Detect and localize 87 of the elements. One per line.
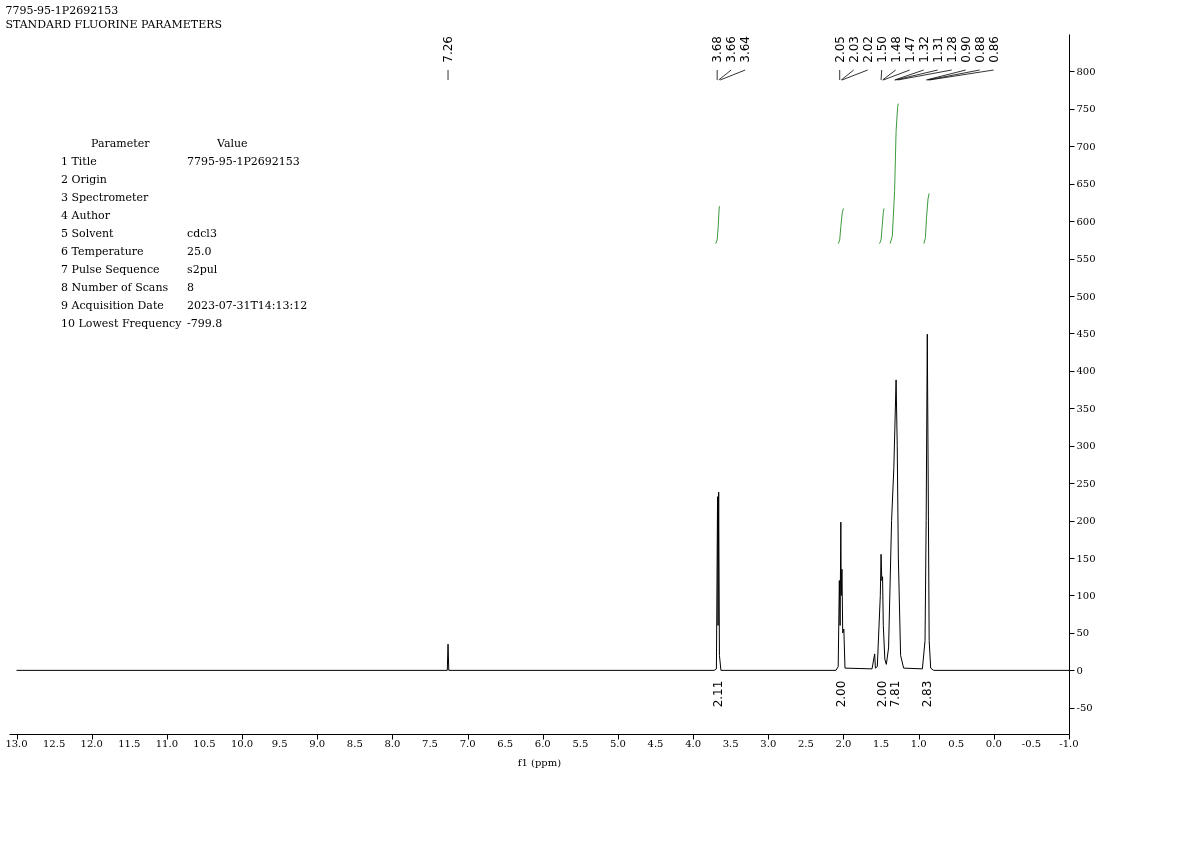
annotation: 2.11 (710, 680, 725, 708)
x-tick-label: 1.0 (910, 738, 927, 749)
text: 5 Solvent cdcl3 (61, 227, 217, 240)
x-tick-label: 0.5 (948, 738, 965, 749)
x-tick-label: 9.0 (309, 738, 326, 749)
annotation: 10 Lowest Frequency -799.8 (61, 317, 223, 330)
x-tick-label: 1.5 (873, 738, 890, 749)
annotation: 2.02 (860, 36, 875, 63)
x-tick-label: 11.0 (155, 738, 179, 749)
x-tick-label: 5.5 (572, 738, 589, 749)
x-tick-label: 7.5 (422, 738, 438, 749)
y-tick-label: 400 (1076, 365, 1096, 377)
line-series (837, 207, 844, 245)
x-tick-label: 5.0 (609, 738, 626, 749)
line-series (879, 207, 885, 245)
x-tick-label: 13.0 (5, 738, 28, 749)
annotation: 1.48 (888, 36, 903, 63)
x-tick-label: 8.0 (384, 738, 401, 749)
y-tick-label: 450 (1076, 327, 1096, 339)
annotation: 7.81 (887, 680, 902, 708)
y-tick-label: -50 (1076, 702, 1093, 714)
y-tick-label: 350 (1076, 402, 1096, 414)
x-tick-label: 11.5 (118, 738, 141, 749)
text: 8 Number of Scans 8 (61, 281, 194, 294)
y-tick-label: 200 (1076, 515, 1096, 527)
annotation: 3.66 (724, 36, 739, 63)
x-tick-label: -1.0 (1059, 738, 1079, 749)
annotation: 3.68 (710, 36, 725, 63)
x-tick-label: 10.0 (230, 738, 254, 749)
annotation: 2 Origin (61, 173, 107, 186)
x-axis-title: f1 (ppm) (517, 757, 562, 768)
text: 9 Acquisition Date 2023-07-31T14:13:12 (61, 299, 308, 312)
y-tick-label: 750 (1076, 103, 1096, 115)
annotation: 1.28 (944, 36, 959, 63)
chart-subtitle: STANDARD FLUORINE PARAMETERS (5, 18, 223, 31)
y-tick-label: 800 (1076, 65, 1096, 77)
annotation: 1.50 (874, 36, 889, 63)
x-tick-label: 7.0 (459, 738, 476, 749)
y-tick-label: 600 (1076, 215, 1096, 227)
y-tick-label: 0 (1076, 664, 1083, 676)
annotation: 1.32 (916, 36, 931, 63)
y-tick-label: 700 (1076, 140, 1096, 152)
x-tick-label: 12.5 (42, 738, 66, 749)
x-tick-label: 4.5 (647, 738, 664, 749)
y-tick-label: 650 (1076, 178, 1096, 190)
x-tick-label: 8.5 (346, 738, 363, 749)
annotation: 4 Author (61, 209, 111, 222)
x-tick-label: 3.5 (722, 738, 739, 749)
x-tick-label: 9.5 (271, 738, 288, 749)
annotation: 0.88 (972, 36, 987, 63)
text: 7 Pulse Sequence s2pul (61, 263, 218, 276)
x-tick-label: 2.0 (835, 738, 852, 749)
x-tick-label: 6.0 (534, 738, 551, 749)
annotation: 2.05 (832, 36, 847, 63)
x-tick-label: 2.5 (797, 738, 814, 749)
x-tick-label: 3.0 (760, 738, 777, 749)
chart-title: 7795-95-1P2692153 (5, 4, 119, 17)
text: 6 Temperature 25.0 (61, 245, 212, 258)
text: 1 Title 7795-95-1P2692153 (61, 155, 300, 168)
annotation: 2.00 (875, 680, 890, 708)
annotation: 2.00 (833, 680, 848, 708)
annotation: 1.31 (930, 36, 945, 63)
line-series (923, 192, 930, 245)
x-tick-label: 10.5 (193, 738, 216, 749)
x-tick-label: 6.5 (497, 738, 514, 749)
annotation: 3 Spectrometer (61, 191, 149, 204)
x-tick-label: 12.0 (80, 738, 103, 749)
y-tick-label: 500 (1076, 290, 1096, 302)
annotation: 2.83 (919, 680, 934, 708)
text: Parameter Value (91, 137, 248, 150)
y-tick-label: 100 (1076, 590, 1096, 601)
y-tick-label: 50 (1076, 627, 1090, 639)
annotation: 0.90 (958, 36, 973, 63)
annotation: 0.86 (986, 36, 1001, 63)
annotation: 3.64 (738, 36, 753, 63)
y-tick-label: 300 (1076, 440, 1096, 452)
y-tick-label: 250 (1076, 477, 1096, 489)
annotation: 2.03 (846, 36, 861, 63)
x-tick-label: -0.5 (1021, 738, 1042, 749)
line-series (715, 205, 720, 245)
annotation: 7.26 (441, 36, 456, 63)
line-series (889, 103, 899, 245)
x-tick-label: 4.0 (685, 738, 702, 749)
x-tick-label: 0.0 (985, 738, 1002, 749)
y-tick-label: 150 (1076, 552, 1096, 564)
annotation: 1.47 (902, 36, 917, 63)
y-tick-label: 550 (1076, 253, 1096, 265)
